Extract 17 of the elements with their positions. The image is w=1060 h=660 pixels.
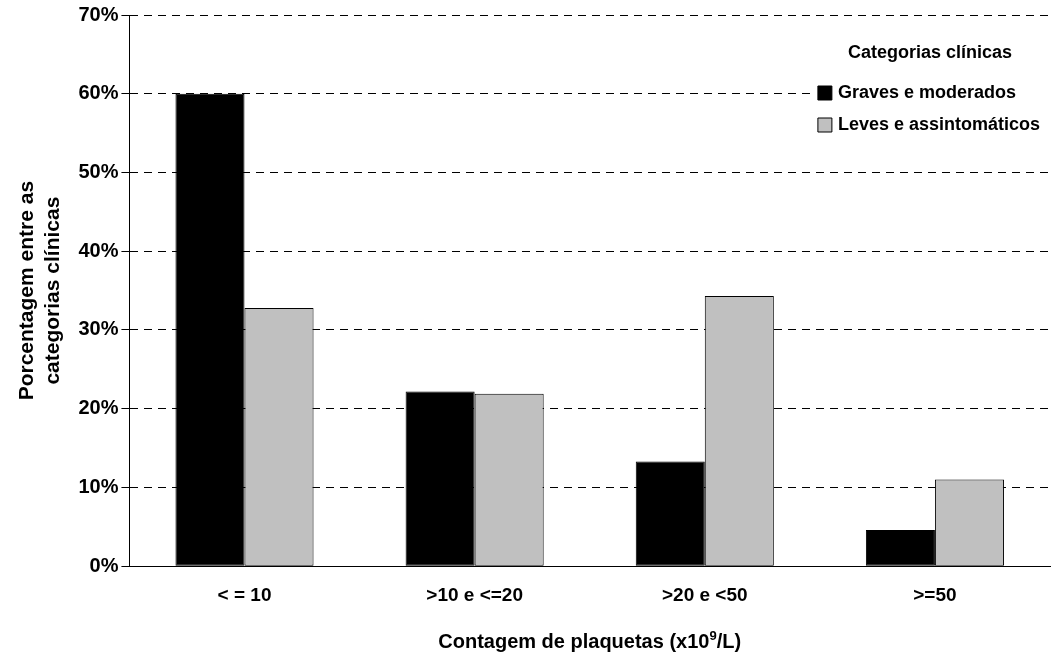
x-tick-label: < = 10 <box>217 583 272 605</box>
y-tick-label: 30% <box>78 317 119 340</box>
legend-label: Graves e moderados <box>837 81 1016 102</box>
x-tick-label: >10 e <=20 <box>426 583 523 605</box>
y-tick-label: 50% <box>78 160 119 182</box>
y-tick-label: 60% <box>78 81 119 104</box>
y-axis-title: Porcentagem entre as categorias clínicas <box>14 180 63 401</box>
y-tick-label: 10% <box>78 474 119 497</box>
legend-title: Categorias clínicas <box>847 41 1012 62</box>
x-tick-label: >=50 <box>913 583 957 605</box>
y-tick-label: 0% <box>89 553 119 576</box>
y-tick-label: 70% <box>78 2 119 25</box>
x-axis-title: Contagem de plaquetas (x10$^{9}$/L) <box>438 628 742 653</box>
x-tick-label: >20 e <50 <box>661 583 748 605</box>
y-tick-label: 20% <box>78 396 119 419</box>
y-tick-label: 40% <box>78 238 119 261</box>
legend-label: Leves e assintomáticos <box>837 113 1041 134</box>
